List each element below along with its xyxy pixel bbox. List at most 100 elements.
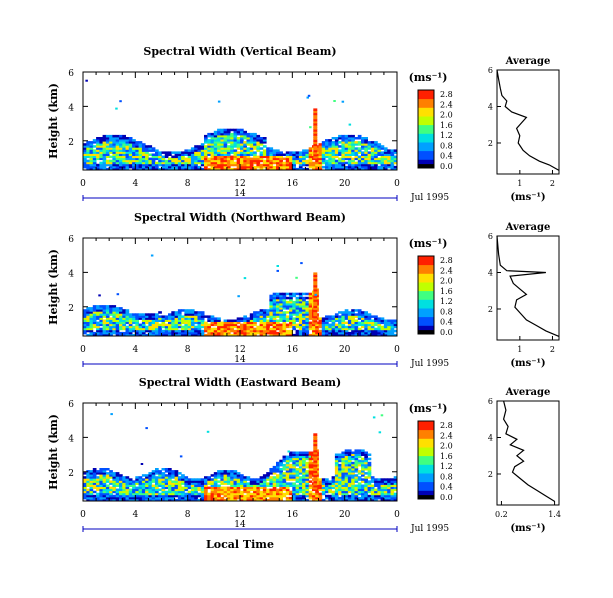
heatmap-cell: [187, 492, 192, 496]
heatmap-cell: [298, 294, 303, 298]
heatmap-cell: [223, 478, 228, 481]
heatmap-cell: [361, 480, 365, 483]
heatmap-cell: [341, 457, 346, 461]
heatmap-cell: [380, 159, 385, 163]
heatmap-cell: [174, 331, 179, 335]
heatmap-cell: [200, 319, 205, 322]
heatmap-cell: [230, 490, 234, 494]
heatmap-cell: [292, 494, 296, 498]
heatmap-cell: [115, 161, 120, 165]
heatmap-cell: [83, 325, 87, 329]
heatmap-cell: [289, 311, 293, 314]
heatmap-cell: [347, 159, 352, 163]
heatmap-cell: [161, 163, 166, 167]
y-tick-label: 6: [68, 400, 74, 410]
heatmap-cell: [313, 272, 318, 275]
heatmap-cell: [285, 465, 290, 469]
heatmap-cell: [177, 498, 182, 502]
heatmap-cell: [298, 165, 303, 169]
heatmap-cell: [383, 323, 388, 327]
heatmap-cell: [325, 327, 329, 331]
heatmap-cell: [262, 476, 267, 479]
heatmap-cell: [243, 157, 247, 161]
heatmap-cell: [125, 480, 130, 483]
heatmap-cell: [204, 480, 208, 483]
heatmap-cell: [338, 327, 342, 331]
heatmap-cell: [313, 129, 318, 132]
heatmap-cell: [380, 333, 385, 337]
heatmap-cell: [109, 329, 113, 333]
heatmap-cell: [393, 325, 398, 329]
heatmap-cell: [351, 325, 355, 329]
heatmap-cell: [364, 163, 368, 167]
heatmap-cell: [354, 157, 359, 161]
heatmap-cell: [213, 159, 218, 163]
heatmap-cell: [380, 480, 385, 483]
heatmap-cell: [148, 163, 153, 167]
heatmap-cell: [125, 482, 130, 485]
heatmap-cell: [272, 321, 277, 325]
heatmap-cell: [155, 496, 159, 500]
heatmap-cell: [115, 143, 120, 146]
heatmap-cell: [207, 141, 211, 144]
heatmap-cell: [86, 492, 90, 496]
heatmap-cell: [210, 149, 215, 152]
heatmap-cell: [128, 327, 133, 331]
heatmap-cell: [276, 300, 280, 304]
heatmap-cell: [217, 139, 221, 142]
heatmap-cell: [341, 327, 346, 331]
heatmap-cell: [331, 498, 336, 502]
heatmap-cell: [132, 317, 136, 320]
heatmap-cell: [357, 476, 362, 479]
heatmap-cell: [151, 321, 156, 325]
heatmap-cell: [308, 294, 313, 298]
heatmap-cell: [194, 319, 198, 322]
heatmap-cell: [313, 313, 318, 317]
heatmap-cell: [125, 478, 130, 481]
heatmap-cell: [334, 492, 339, 496]
heatmap-cell: [105, 167, 110, 171]
heatmap-cell: [194, 317, 198, 320]
heatmap-cell: [393, 482, 398, 485]
x-tick-label: 12: [234, 510, 245, 520]
heatmap-cell: [240, 490, 244, 494]
heatmap-cell: [174, 333, 179, 337]
heatmap-cell: [181, 157, 185, 161]
heatmap-cell: [190, 155, 195, 159]
heatmap-cell: [298, 311, 303, 314]
heatmap-cell: [174, 155, 179, 159]
heatmap-cell: [207, 167, 211, 171]
heatmap-cell: [174, 313, 179, 316]
heatmap-cell: [96, 155, 100, 159]
heatmap-cell: [86, 161, 90, 165]
heatmap-cell: [364, 321, 368, 325]
heatmap-cell: [321, 331, 326, 335]
heatmap-cell: [249, 167, 254, 171]
heatmap-cell: [377, 319, 382, 322]
heatmap-cell: [341, 494, 346, 498]
heatmap-cell: [318, 325, 323, 329]
heatmap-cell: [194, 155, 198, 159]
heatmap-cell: [249, 153, 254, 156]
heatmap-cell: [213, 474, 218, 477]
heatmap-cell: [282, 474, 287, 477]
heatmap-cell: [305, 317, 310, 320]
heatmap-cell: [259, 147, 264, 150]
heatmap-cell: [279, 494, 283, 498]
heatmap-cell: [210, 139, 215, 142]
heatmap-cell: [338, 465, 342, 469]
heatmap-cell: [112, 474, 117, 477]
heatmap-cell: [361, 451, 365, 454]
heatmap-cell: [321, 333, 326, 337]
heatmap-cell: [155, 482, 159, 485]
heatmap-cell: [279, 323, 283, 327]
heatmap-cell: [115, 325, 120, 329]
heatmap-cell: [357, 149, 362, 152]
heatmap-cell: [347, 137, 352, 140]
heatmap-cell: [184, 486, 189, 490]
heatmap-cell: [155, 488, 159, 492]
heatmap-cell: [282, 472, 287, 475]
heatmap-cell: [187, 159, 192, 163]
heatmap-cell: [158, 494, 162, 498]
heatmap-cell: [289, 300, 293, 304]
